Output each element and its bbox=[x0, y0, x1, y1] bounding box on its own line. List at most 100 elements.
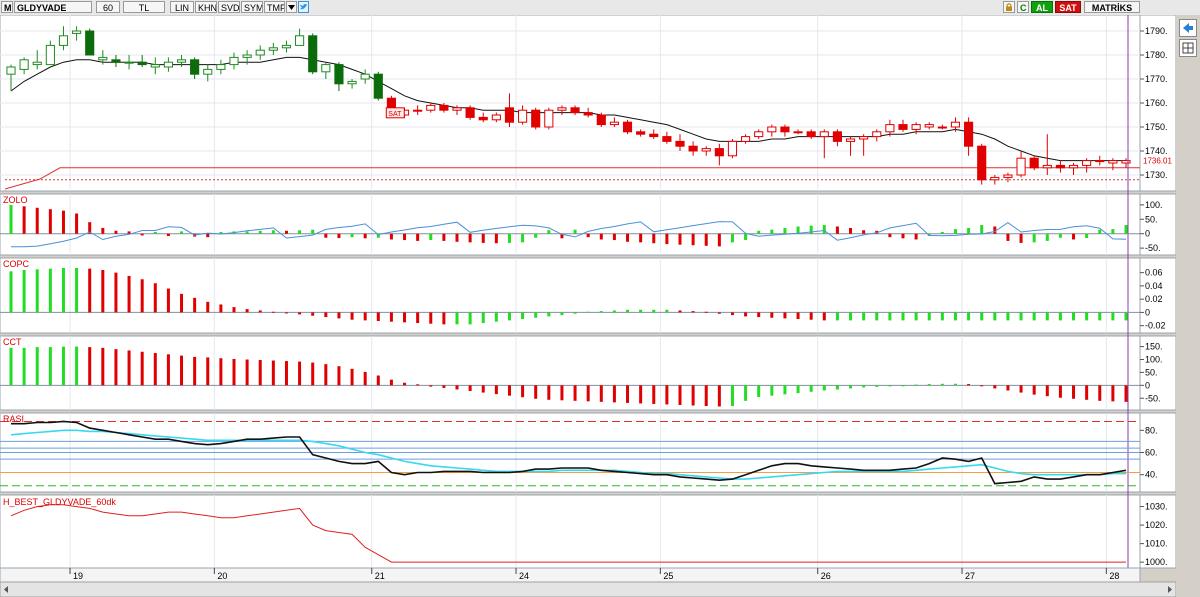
matriks-label: MATRİKS bbox=[1084, 1, 1140, 13]
indicator-bar bbox=[560, 312, 564, 316]
indicator-bar bbox=[835, 385, 839, 390]
chevron-down-icon[interactable] bbox=[286, 1, 297, 13]
twitter-icon[interactable] bbox=[298, 1, 309, 13]
indicator-bar bbox=[140, 233, 144, 236]
indicator-bar bbox=[206, 301, 210, 313]
indicator-bar bbox=[101, 269, 105, 313]
mode-lin-button[interactable]: LIN bbox=[170, 1, 194, 13]
indicator-bar bbox=[35, 347, 39, 386]
indicator-bar bbox=[1072, 312, 1076, 321]
indicator-bar bbox=[612, 233, 616, 241]
candle-body bbox=[465, 107, 475, 118]
indicator-bar bbox=[363, 312, 367, 321]
lock-icon[interactable] bbox=[1003, 1, 1015, 13]
sell-button[interactable]: SAT bbox=[1055, 1, 1081, 13]
indicator-bar bbox=[757, 312, 761, 318]
indicator-bar bbox=[140, 351, 144, 386]
indicator-bar bbox=[271, 360, 275, 386]
indicator-bar bbox=[639, 233, 643, 243]
period-selector[interactable]: 60 bbox=[96, 1, 120, 13]
indicator-bar bbox=[507, 385, 511, 396]
candle-body bbox=[557, 107, 567, 111]
indicator-bar bbox=[88, 268, 92, 313]
indicator-bar bbox=[678, 310, 682, 313]
indicator-bar bbox=[153, 283, 157, 313]
indicator-bar bbox=[166, 288, 170, 313]
indicator-bar bbox=[258, 360, 262, 386]
indicator-bar bbox=[1032, 385, 1036, 395]
candle-body bbox=[1095, 160, 1105, 163]
h-best-tick-label: 1020. bbox=[1145, 520, 1168, 530]
indicator-bar bbox=[61, 346, 65, 386]
candle-body bbox=[85, 30, 95, 56]
indicator-bar bbox=[612, 310, 616, 313]
indicator-bar bbox=[75, 346, 79, 386]
indicator-bar bbox=[521, 385, 525, 398]
candle-body bbox=[911, 124, 921, 130]
symbol-selector[interactable]: GLDYVADE bbox=[14, 1, 92, 13]
chart-area[interactable]: 1790. 1780. 1770. 1760. 1750. 1740. 1730. SAT 17… bbox=[0, 15, 1176, 597]
candle-body bbox=[819, 131, 829, 138]
indicator-bar bbox=[914, 312, 918, 321]
indicator-bar bbox=[652, 309, 656, 313]
indicator-bar bbox=[22, 206, 26, 234]
indicator-bar bbox=[1019, 233, 1023, 243]
mode-khn-button[interactable]: KHN bbox=[195, 1, 217, 13]
indicator-bar bbox=[927, 312, 931, 321]
candle-body bbox=[203, 68, 213, 75]
indicator-bar bbox=[232, 307, 236, 313]
indicator-bar bbox=[311, 312, 315, 316]
indicator-bar bbox=[455, 233, 459, 242]
buy-button[interactable]: AL bbox=[1031, 1, 1053, 13]
menu-button[interactable]: M bbox=[1, 1, 13, 13]
h-best-tick-label: 1030. bbox=[1145, 502, 1168, 512]
indicator-bar bbox=[547, 385, 551, 400]
candle-body bbox=[872, 131, 882, 138]
indicator-bar bbox=[953, 383, 957, 386]
indicator-bar bbox=[403, 312, 407, 323]
indicator-bar bbox=[101, 347, 105, 386]
indicator-bar bbox=[1072, 385, 1076, 399]
c-button[interactable]: C bbox=[1017, 1, 1029, 13]
last-price-label: 1736.01 bbox=[1143, 157, 1172, 166]
candle-body bbox=[662, 136, 672, 142]
indicator-bar bbox=[783, 385, 787, 395]
indicator-bar bbox=[744, 385, 748, 401]
indicator-tick-label: 0.04 bbox=[1145, 281, 1163, 291]
currency-selector[interactable]: TL bbox=[123, 1, 165, 13]
grid-icon[interactable] bbox=[1179, 39, 1197, 57]
mode-sym-button[interactable]: SYM bbox=[241, 1, 263, 13]
horizontal-scrollbar bbox=[0, 581, 1176, 597]
indicator-tick-label: 0 bbox=[1145, 229, 1150, 239]
candle-body bbox=[977, 145, 987, 181]
candle-body bbox=[1042, 164, 1052, 169]
rasi-tick-label: 40. bbox=[1145, 470, 1158, 480]
indicator-bar bbox=[271, 230, 275, 234]
indicator-bar bbox=[337, 233, 341, 239]
indicator-bar bbox=[730, 312, 734, 316]
indicator-bar bbox=[363, 233, 367, 239]
scroll-left-icon bbox=[4, 586, 8, 593]
panel-title: CCT bbox=[3, 337, 22, 347]
indicator-bar bbox=[61, 267, 65, 313]
arrow-left-icon[interactable] bbox=[1179, 19, 1197, 37]
indicator-bar bbox=[350, 312, 354, 320]
rasi-tick-label: 80. bbox=[1145, 425, 1158, 435]
indicator-bar bbox=[153, 231, 157, 234]
indicator-tick-label: 100. bbox=[1145, 355, 1163, 365]
panel-2-background bbox=[0, 257, 1141, 334]
indicator-bar bbox=[1045, 233, 1049, 241]
candle-body bbox=[281, 44, 292, 49]
candle-body bbox=[714, 148, 724, 157]
mode-tmp-button[interactable]: TMP bbox=[264, 1, 285, 13]
indicator-bar bbox=[507, 312, 511, 321]
indicator-bar bbox=[730, 233, 734, 243]
price-tick-label: 1770. bbox=[1145, 74, 1168, 84]
mode-svd-button[interactable]: SVD bbox=[218, 1, 240, 13]
candle-body bbox=[885, 124, 895, 133]
candle-body bbox=[124, 61, 134, 64]
candle-body bbox=[242, 54, 252, 58]
indicator-bar bbox=[376, 312, 380, 322]
candle-body bbox=[334, 64, 344, 85]
indicator-bar bbox=[206, 357, 210, 386]
